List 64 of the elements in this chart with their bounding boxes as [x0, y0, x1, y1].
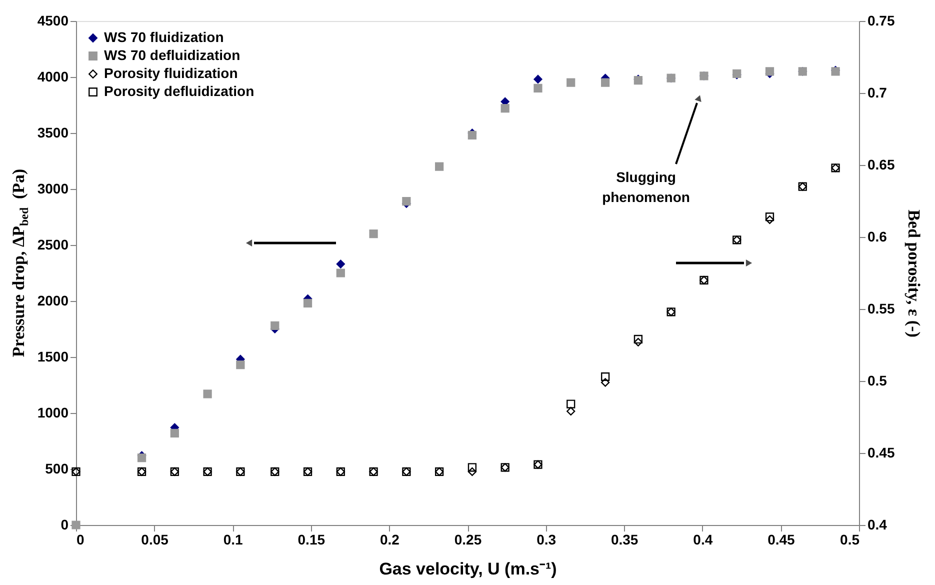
point — [566, 400, 576, 408]
point — [270, 321, 280, 330]
y2-tick-label: 0.55 — [868, 300, 895, 316]
y2-tick-label: 0.6 — [868, 228, 888, 244]
y-tick-label: 4000 — [37, 68, 69, 84]
y-tick-label: 500 — [45, 460, 69, 476]
x-axis-title: Gas velocity, U (m.s⁻¹) — [379, 560, 557, 578]
x-tick-label: 0.15 — [298, 532, 326, 548]
y2-tick-label: 0.4 — [868, 516, 888, 532]
point — [468, 463, 477, 472]
x-tick-label: 0.45 — [768, 532, 796, 548]
point — [765, 212, 774, 222]
y2-tick-label: 0.7 — [868, 84, 888, 100]
point — [601, 78, 610, 87]
y2-axis-title: Bed porosity, ε (-) — [904, 210, 924, 338]
point — [402, 197, 411, 206]
point — [566, 78, 576, 87]
y2-tick-label: 0.5 — [868, 372, 888, 388]
point — [500, 104, 510, 113]
x-tick-label: 0.05 — [141, 532, 169, 548]
x-tick-label: 0.2 — [380, 532, 400, 548]
y2-tick-label: 0.75 — [868, 12, 895, 28]
x-tick-label: 0 — [76, 532, 84, 548]
point — [634, 334, 642, 344]
point — [534, 74, 542, 84]
y-tick-label: 3500 — [37, 124, 69, 140]
point — [435, 162, 444, 171]
y-tick-label: 1500 — [37, 348, 69, 364]
point — [336, 260, 345, 268]
annotation: Slugging phenomenon — [602, 169, 690, 205]
x-tick-label: 0.3 — [536, 532, 556, 548]
y2-tick-label: 0.45 — [868, 444, 895, 460]
point — [170, 428, 179, 438]
point — [468, 467, 477, 476]
x-tick-label: 0.4 — [693, 532, 713, 548]
legend-label: WS 70 fluidization — [104, 29, 224, 45]
y-axis-title: Pressure drop, ΔPbed (Pa) — [9, 168, 31, 358]
y-tick-label: 1000 — [37, 404, 69, 420]
point — [303, 298, 312, 308]
point — [601, 378, 610, 387]
x-tick-label: 0.25 — [454, 532, 482, 548]
point — [765, 215, 774, 224]
point — [765, 67, 774, 76]
legend-label: WS 70 defluidization — [104, 47, 240, 63]
point — [566, 406, 576, 416]
y-tick-label: 2500 — [37, 236, 69, 252]
point — [534, 84, 542, 93]
x-tick-label: 0.1 — [223, 532, 244, 548]
point — [336, 268, 345, 278]
legend-label: Porosity fluidization — [104, 65, 238, 81]
point — [601, 372, 610, 381]
y-tick-label: 0 — [60, 516, 69, 532]
x-tick-label: 0.5 — [840, 532, 860, 548]
point — [236, 360, 245, 370]
legend-label: Porosity defluidization — [104, 83, 254, 99]
y-tick-label: 3000 — [37, 180, 69, 196]
point — [203, 390, 212, 398]
y-tick-label: 4500 — [37, 12, 69, 28]
point — [468, 130, 477, 140]
point — [369, 229, 378, 238]
y2-tick-label: 0.65 — [868, 156, 895, 172]
point — [634, 338, 642, 346]
y-tick-label: 2000 — [37, 292, 69, 308]
x-tick-label: 0.35 — [610, 532, 638, 548]
